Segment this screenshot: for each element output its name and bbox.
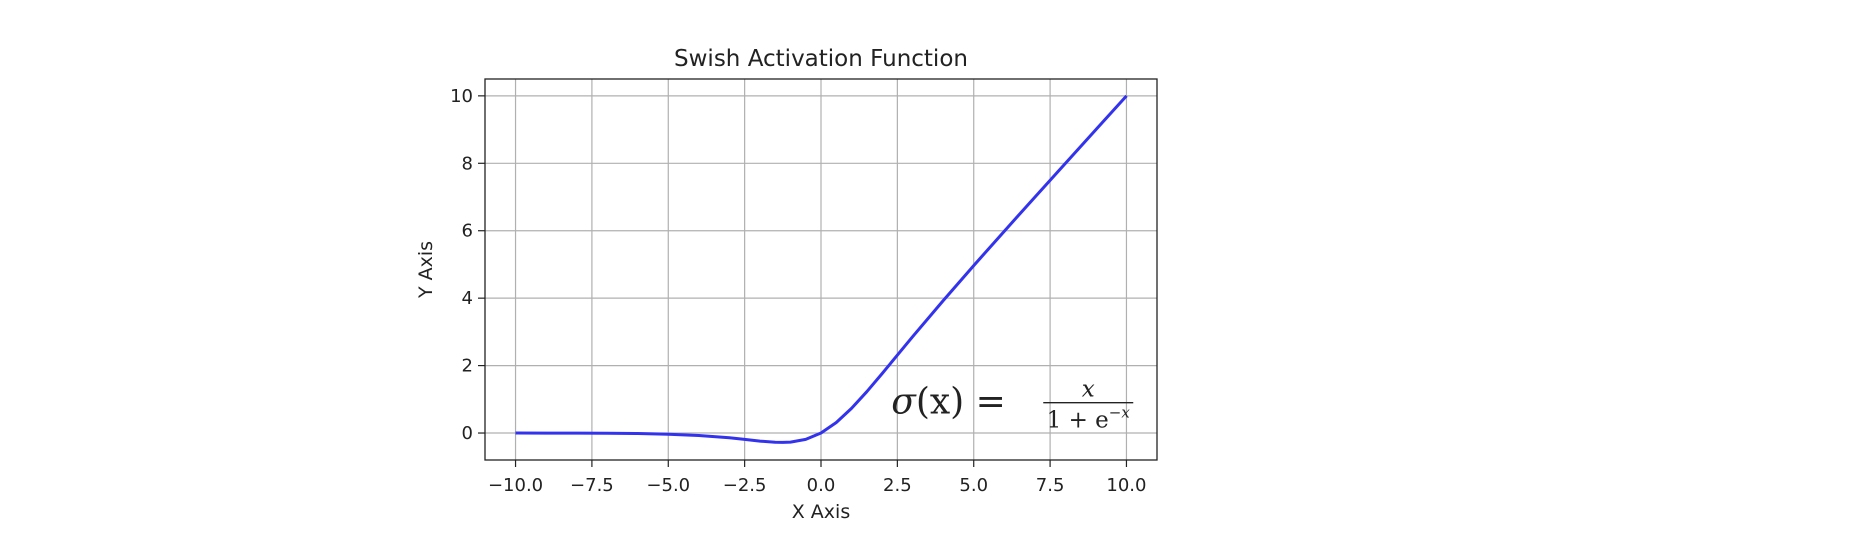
grid <box>485 79 1157 460</box>
x-ticks: −10.0 −7.5 −5.0 −2.5 0.0 2.5 5.0 7.5 10.0 <box>488 460 1146 496</box>
x-tick-label: 7.5 <box>1036 475 1065 496</box>
formula-denominator-base: 1 + e <box>1047 408 1109 434</box>
x-tick-label: 2.5 <box>883 475 912 496</box>
x-tick-label: 0.0 <box>807 475 836 496</box>
formula-denominator: 1 + e−x <box>1047 404 1131 434</box>
y-axis-label: Y Axis <box>415 241 437 299</box>
y-ticks: 0 2 4 6 8 10 <box>450 86 485 444</box>
x-tick-label: −7.5 <box>570 475 614 496</box>
formula-sigma: σ <box>891 382 917 423</box>
x-tick-label: −2.5 <box>723 475 767 496</box>
y-tick-label: 4 <box>462 288 473 309</box>
x-tick-label: 5.0 <box>959 475 988 496</box>
swish-series-line <box>515 94 1128 444</box>
y-tick-label: 6 <box>462 221 473 242</box>
chart-title: Swish Activation Function <box>674 46 968 72</box>
x-tick-label: 10.0 <box>1106 475 1146 496</box>
y-tick-label: 8 <box>462 153 473 174</box>
formula-numerator: x <box>1082 377 1095 403</box>
series-layer <box>515 94 1128 444</box>
y-tick-label: 0 <box>462 423 473 444</box>
x-tick-label: −10.0 <box>488 475 543 496</box>
formula-exponent: −x <box>1109 404 1131 422</box>
y-tick-label: 2 <box>462 356 473 377</box>
x-axis-label: X Axis <box>792 501 850 523</box>
y-tick-label: 10 <box>450 86 473 107</box>
formula-annotation: σ(x) = x 1 + e−x <box>891 377 1134 434</box>
formula-lhs-rest: (x) = <box>916 382 1006 423</box>
formula-lhs: σ(x) = <box>891 382 1006 423</box>
x-tick-label: −5.0 <box>646 475 690 496</box>
